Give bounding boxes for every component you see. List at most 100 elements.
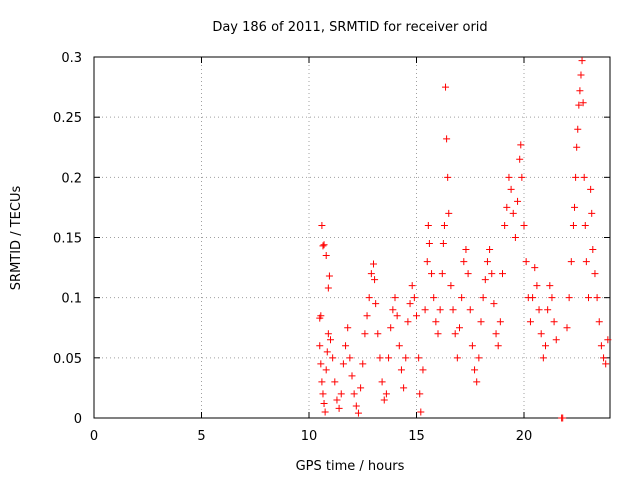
data-point: [439, 240, 447, 248]
data-point: [477, 318, 485, 326]
data-point: [393, 312, 401, 320]
data-point: [466, 306, 474, 314]
data-point: [397, 366, 405, 374]
y-tick-label: 0.05: [53, 352, 82, 367]
data-point: [546, 282, 554, 290]
data-point: [342, 342, 350, 350]
data-point: [424, 221, 432, 229]
y-tick-label: 0.25: [53, 111, 82, 126]
data-point: [327, 336, 334, 344]
data-point: [436, 306, 444, 314]
data-point: [425, 240, 433, 248]
data-point: [473, 378, 481, 386]
data-point: [449, 306, 457, 314]
data-point: [451, 330, 459, 338]
data-point: [501, 221, 509, 229]
data-point: [569, 221, 577, 229]
data-point: [333, 396, 341, 404]
data-point: [597, 342, 605, 350]
data-point: [348, 372, 356, 380]
data-point: [323, 348, 331, 356]
data-point: [488, 270, 496, 278]
data-point: [511, 234, 519, 241]
data-point: [438, 270, 446, 278]
data-point: [529, 294, 537, 302]
data-point: [354, 409, 362, 417]
data-point: [479, 294, 487, 302]
data-point: [352, 402, 360, 410]
y-tick-label: 0.2: [61, 171, 82, 186]
data-point: [595, 318, 603, 326]
data-point: [574, 125, 582, 133]
data-point: [413, 312, 420, 320]
data-point: [419, 366, 427, 374]
data-point: [400, 384, 408, 392]
data-point: [460, 258, 468, 266]
data-point: [580, 173, 588, 181]
data-point: [321, 408, 329, 416]
data-point: [317, 312, 325, 320]
data-point: [505, 173, 513, 181]
data-point: [434, 330, 442, 338]
data-point: [423, 258, 431, 266]
data-point: [518, 173, 526, 181]
data-point: [445, 209, 453, 217]
data-point: [371, 276, 379, 284]
data-point: [318, 221, 326, 229]
data-point: [361, 330, 369, 338]
y-tick-label: 0: [74, 412, 82, 427]
data-point: [481, 276, 489, 284]
data-point: [593, 294, 601, 302]
data-point: [559, 414, 567, 422]
data-point: [335, 404, 343, 412]
data-point: [573, 143, 581, 151]
data-point: [496, 318, 504, 326]
data-point: [442, 83, 450, 91]
data-point: [565, 294, 573, 302]
data-point: [458, 294, 466, 302]
y-tick-label: 0.3: [61, 51, 82, 66]
data-point: [376, 354, 384, 362]
data-point: [517, 141, 525, 149]
data-point: [320, 400, 328, 408]
x-tick-label: 10: [301, 429, 318, 444]
data-point: [391, 294, 399, 302]
data-point: [319, 242, 327, 250]
data-point: [316, 342, 324, 350]
data-point: [415, 354, 423, 362]
data-point: [471, 366, 479, 374]
data-point: [456, 324, 463, 332]
data-point: [406, 300, 414, 308]
data-point: [370, 260, 377, 268]
data-point: [483, 258, 491, 266]
data-point: [444, 173, 452, 181]
data-point: [318, 378, 326, 386]
data-point: [363, 312, 371, 320]
data-point: [322, 252, 330, 260]
y-tick-label: 0.1: [61, 292, 82, 307]
data-point: [410, 294, 418, 302]
data-point: [533, 282, 541, 290]
data-point: [317, 360, 325, 368]
data-point: [365, 294, 373, 302]
axis-ticks: 0 5 10 15 20 0 0.05 0.1 0.15 0.2 0.25 0.3: [53, 51, 610, 444]
data-point: [464, 270, 472, 278]
data-point: [486, 246, 494, 254]
data-point: [591, 270, 599, 278]
data-point: [567, 258, 575, 266]
data-point: [526, 318, 534, 326]
data-point: [453, 354, 461, 362]
data-point: [588, 209, 596, 217]
data-point: [382, 390, 390, 398]
y-axis-label: SRMTID / TECUs: [9, 186, 24, 291]
data-point: [337, 390, 345, 398]
data-point: [357, 384, 365, 392]
data-point: [331, 378, 339, 386]
data-point: [339, 360, 347, 368]
data-point: [387, 324, 395, 332]
data-point: [374, 330, 382, 338]
data-point: [604, 336, 612, 344]
data-point: [428, 270, 436, 278]
data-point: [404, 318, 412, 326]
data-point: [585, 294, 592, 302]
